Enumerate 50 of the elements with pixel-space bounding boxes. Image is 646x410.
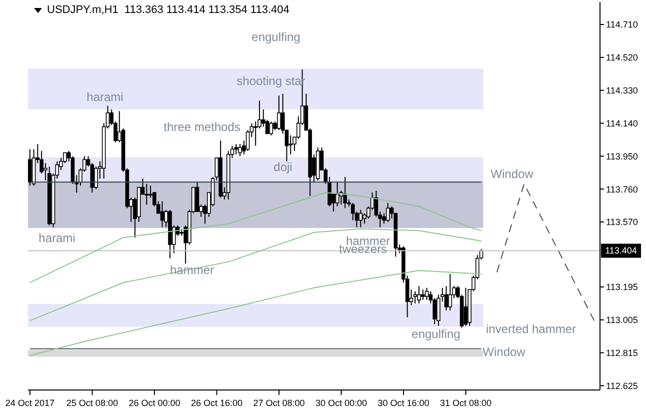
y-tick-label: 114.710 [606, 20, 638, 30]
y-tick-label: 113.005 [606, 315, 638, 326]
ref-line-label: 113.404 [605, 246, 637, 256]
candlestick [386, 202, 390, 222]
x-tick-label: 30 Oct 00:00 [315, 398, 368, 408]
x-tick-label: 26 Oct 16:00 [190, 398, 242, 408]
y-tick-label: 113.195 [606, 282, 638, 292]
line-series [29, 228, 482, 322]
annotation: engulfing [252, 30, 300, 44]
y-tick-label: 113.760 [606, 184, 638, 194]
y-tick-label: 114.520 [606, 52, 638, 63]
y-tick-label: 114.330 [606, 86, 638, 96]
annotation: doji [274, 160, 292, 174]
annotation: harami [86, 90, 124, 104]
x-tick-label: 31 Oct 08:00 [440, 398, 492, 408]
candlestick [424, 287, 429, 300]
candlestick [238, 144, 242, 157]
x-tick-label: 27 Oct 08:00 [253, 398, 305, 408]
candlestick [444, 286, 448, 311]
x-tick-label: 30 Oct 16:00 [378, 398, 430, 408]
annotation: inverted hammer [486, 322, 576, 336]
candlestick [28, 148, 32, 186]
candlestick [343, 176, 347, 209]
x-tick-label: 24 Oct 2017 [5, 398, 54, 408]
y-tick-label: 113.570 [606, 217, 638, 228]
x-tick-label: 26 Oct 00:00 [128, 398, 180, 408]
candlestick [144, 183, 149, 206]
candlestick [448, 273, 452, 311]
y-tick-label: 112.625 [606, 380, 638, 391]
candlestick [420, 289, 425, 300]
candlestick [160, 200, 164, 228]
y-tick-label: 112.815 [606, 348, 638, 358]
annotation: Window [482, 345, 526, 359]
candlestick [413, 290, 418, 304]
x-tick-label: 25 Oct 08:00 [66, 398, 118, 408]
annotation: Window [490, 167, 534, 181]
annotation: harami [38, 231, 76, 245]
candlestick [269, 121, 274, 136]
candlestick [417, 286, 421, 304]
candlestick [358, 209, 363, 228]
candlestick [234, 144, 238, 155]
line-series [29, 192, 482, 284]
candlestick [464, 287, 468, 326]
chart-title: USDJPY.m,H1 113.363 113.414 113.354 113.404 [47, 4, 290, 16]
candlestick [277, 95, 281, 131]
y-tick-label: 113.950 [606, 151, 638, 162]
candlestick [335, 182, 340, 207]
y-tick-label: 114.140 [606, 118, 638, 128]
annotation: three methods [164, 120, 240, 134]
annotation: engulfing [412, 327, 460, 341]
